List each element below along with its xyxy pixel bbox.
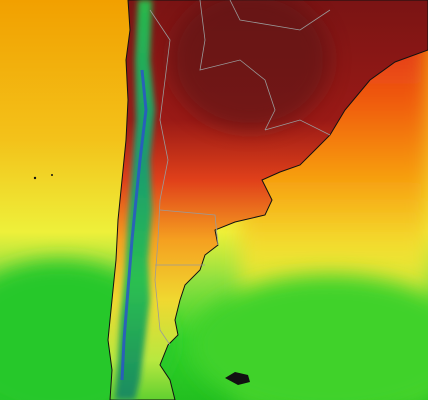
andes-peaks (120, 69, 148, 381)
hot-core (170, 0, 330, 130)
cold-zone (190, 275, 428, 400)
borders (149, 0, 331, 346)
islands (33, 174, 250, 385)
